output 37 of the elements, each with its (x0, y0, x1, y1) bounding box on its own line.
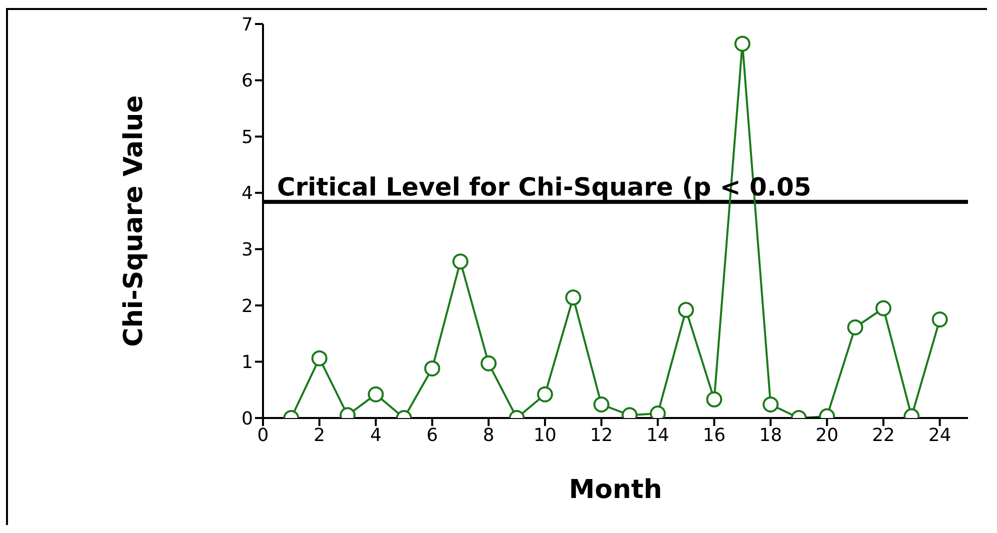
point (593, 396, 610, 412)
y-tick-label: 5 (242, 126, 253, 148)
y-tick-label: 0 (242, 408, 253, 430)
point (537, 386, 553, 402)
point (847, 319, 864, 336)
y-tick-label: 1 (242, 352, 253, 374)
y-tick-label: 3 (242, 240, 253, 261)
x-tick-label: 2 (314, 424, 326, 446)
x-tick-label: 24 (928, 424, 952, 446)
x-tick-label: 10 (534, 424, 556, 446)
x-tick-label: 12 (590, 424, 613, 446)
point (368, 386, 384, 402)
x-tick-label: 16 (702, 424, 726, 446)
point (424, 360, 440, 376)
y-tick-label: 2 (242, 296, 253, 317)
x-tick-label: 6 (426, 424, 438, 446)
point (706, 391, 722, 408)
y-tick-label: 4 (242, 183, 253, 204)
x-axis-title: Month (568, 475, 662, 505)
x-tick-label: 8 (482, 424, 494, 446)
y-tick-label: 6 (242, 70, 253, 92)
point (678, 302, 694, 318)
x-tick-label: 20 (816, 424, 838, 446)
x-tick-label: 22 (872, 424, 895, 446)
point (311, 350, 328, 366)
point (932, 312, 948, 328)
x-tick-label: 0 (257, 424, 269, 446)
x-tick-label: 14 (646, 424, 670, 446)
point (875, 300, 892, 316)
y-axis-title: Chi-Square Value (119, 95, 150, 347)
point (480, 355, 497, 372)
point (452, 254, 468, 270)
point (565, 290, 582, 306)
y-tick-label: 7 (242, 14, 253, 36)
x-tick-label: 18 (759, 424, 782, 446)
x-tick-label: 4 (370, 424, 382, 446)
point (762, 396, 779, 412)
